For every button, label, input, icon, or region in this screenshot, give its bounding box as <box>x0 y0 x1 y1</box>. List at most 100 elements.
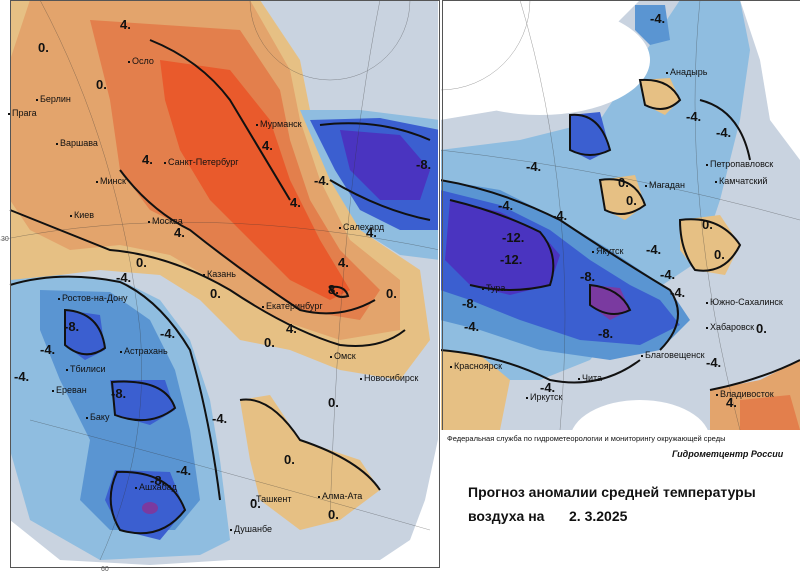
city-label: Анадырь <box>666 67 707 77</box>
city-label: Прага <box>8 108 37 118</box>
city-label: Южно-Сахалинск <box>706 297 783 307</box>
city-label: Берлин <box>36 94 71 104</box>
city-label: Благовещенск <box>641 350 705 360</box>
title-block <box>440 430 800 576</box>
city-label: Ташкент <box>252 494 291 504</box>
contour-label: -8. <box>462 296 478 311</box>
contour-label: 0. <box>386 286 397 301</box>
contour-label: 0. <box>250 496 261 511</box>
cold-area-7 <box>635 5 670 45</box>
contour-label: 4. <box>366 225 377 240</box>
contour-label: 0. <box>210 286 221 301</box>
city-label: Якутск <box>592 246 624 256</box>
contour-label: -8. <box>416 157 432 172</box>
cold-area-6 <box>570 112 610 160</box>
grid-label: 30 <box>1 236 9 243</box>
contour-label: -4. <box>498 198 514 213</box>
city-label: Новосибирск <box>360 373 418 383</box>
city-label: Астрахань <box>120 346 168 356</box>
contour-label: -4. <box>716 125 732 140</box>
contour-label: -4. <box>552 208 568 223</box>
contour-label: 4. <box>290 195 301 210</box>
city-label: Баку <box>86 412 109 422</box>
contour-label: -4. <box>660 267 676 282</box>
forecast-date: 2. 3.2025 <box>569 508 628 524</box>
grid-label: 60 <box>101 566 109 573</box>
city-label: Петропавловск <box>706 159 773 169</box>
city-label: Душанбе <box>230 524 272 534</box>
contour-label: -12. <box>500 252 523 267</box>
city-label: Мурманск <box>256 119 302 129</box>
contour-label: 0. <box>328 395 339 410</box>
contour-label: 0. <box>328 507 339 522</box>
city-label: Казань <box>203 269 236 279</box>
contour-label: -4. <box>116 270 132 285</box>
contour-label: -4. <box>160 326 176 341</box>
contour-label: -8. <box>580 269 596 284</box>
city-label: Осло <box>128 56 154 66</box>
city-label: Красноярск <box>450 361 502 371</box>
contour-label: 4. <box>726 395 737 410</box>
city-label: Владивосток <box>716 389 774 399</box>
city-label: Киев <box>70 210 94 220</box>
city-label: Омск <box>330 351 356 361</box>
city-label: Чита <box>578 373 602 383</box>
contour-label: -4. <box>314 173 330 188</box>
cold-area-4 <box>445 200 560 295</box>
contour-label: -4. <box>650 11 666 26</box>
contour-label: -12. <box>502 230 525 245</box>
contour-label: -8. <box>150 473 166 488</box>
contour-label: -4. <box>14 369 30 384</box>
contour-label: -4. <box>212 411 228 426</box>
contour-label: 0. <box>96 77 107 92</box>
contour-label: -4. <box>526 159 542 174</box>
city-label: Камчатский <box>715 176 767 186</box>
contour-label: -4. <box>540 380 556 395</box>
city-label: Москва <box>148 216 183 226</box>
contour-label: 4. <box>286 321 297 336</box>
cold-area-sw-4 <box>110 380 175 425</box>
contour-label: -8. <box>111 386 127 401</box>
contour-label: 0. <box>714 247 725 262</box>
warm-area-4 <box>160 60 350 300</box>
contour-label: 0. <box>136 255 147 270</box>
agency-name: Федеральная служба по гидрометеорологии … <box>447 434 726 443</box>
city-label: Ереван <box>52 385 87 395</box>
left-map-panel: 30 60 Осло Берлин Прага Варшава Минск Ки… <box>0 0 440 576</box>
city-label: Алма-Ата <box>318 491 362 501</box>
forecast-title-line2: воздуха на <box>468 508 545 524</box>
contour-label: 0. <box>618 175 629 190</box>
city-label: Салехард <box>339 222 384 232</box>
contour-label: -4. <box>686 109 702 124</box>
contour-label: 0. <box>756 321 767 336</box>
contour-label: 4. <box>262 138 273 153</box>
contour-label: 0. <box>702 217 713 232</box>
contour-label: 0. <box>264 335 275 350</box>
city-label: Екатеринбург <box>262 301 323 311</box>
contour-label: -4. <box>464 319 480 334</box>
contour-label: 4. <box>142 152 153 167</box>
left-anomaly-map <box>0 0 440 565</box>
cold-area-ne-3 <box>340 130 430 200</box>
city-label: Ростов-на-Дону <box>58 293 128 303</box>
contour-label: -4. <box>176 463 192 478</box>
contour-label: 0. <box>284 452 295 467</box>
contour-label: 4. <box>120 17 131 32</box>
city-label: Магадан <box>645 180 685 190</box>
forecast-title: Прогноз аномалии средней температуры <box>468 484 756 500</box>
city-label: Тура <box>482 283 505 293</box>
city-label: Ашхабад <box>135 482 177 492</box>
city-label: Иркутск <box>526 392 562 402</box>
city-label: Минск <box>96 176 126 186</box>
center-name: Гидрометцентр России <box>672 449 784 459</box>
city-label: Тбилиси <box>66 364 106 374</box>
contour-label: 4. <box>174 225 185 240</box>
contour-label: 0. <box>626 193 637 208</box>
ocean-white-area <box>440 5 650 115</box>
contour-label: -4. <box>40 342 56 357</box>
city-label: Санкт-Петербург <box>164 157 239 167</box>
contour-label: -8. <box>598 326 614 341</box>
city-label: Варшава <box>56 138 98 148</box>
warm-area-6 <box>740 395 800 430</box>
contour-label: -8. <box>64 319 80 334</box>
